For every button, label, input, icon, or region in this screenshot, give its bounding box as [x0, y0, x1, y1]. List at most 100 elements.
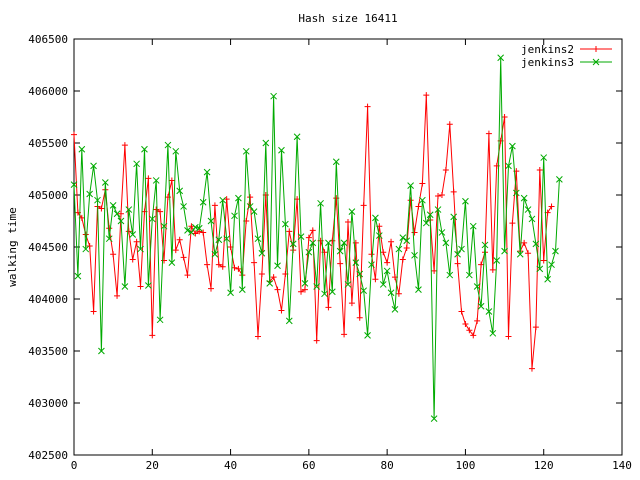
data-point [191, 223, 199, 231]
data-point [341, 331, 348, 338]
data-point [368, 261, 375, 269]
data-point [360, 202, 367, 209]
data-point [458, 308, 465, 315]
data-point [328, 288, 336, 296]
data-point [215, 261, 222, 268]
data-point [133, 160, 140, 168]
y-axis-label: walking time [6, 207, 19, 286]
data-point [411, 229, 418, 236]
data-point [438, 192, 445, 198]
data-point [419, 180, 426, 187]
x-tick-label: 120 [534, 459, 554, 472]
data-point [160, 222, 168, 230]
data-point [446, 121, 453, 128]
data-point [419, 196, 426, 204]
data-point [399, 234, 407, 241]
data-point [313, 337, 320, 344]
data-point [137, 283, 144, 290]
data-point [415, 203, 422, 210]
data-point [125, 206, 133, 213]
data-point [423, 92, 430, 99]
data-point [364, 332, 371, 339]
data-point [207, 217, 215, 225]
x-tick-label: 40 [224, 459, 237, 472]
y-tick-label: 402500 [28, 449, 68, 462]
data-point [208, 285, 214, 292]
data-point [380, 249, 387, 256]
data-point [388, 238, 395, 245]
data-point [188, 223, 195, 230]
data-point [403, 245, 410, 252]
data-point [336, 247, 344, 255]
data-point [516, 250, 524, 258]
data-point [262, 139, 270, 147]
data-point [106, 225, 113, 232]
data-point [474, 317, 481, 324]
data-point [309, 227, 316, 234]
data-point [395, 245, 403, 253]
data-point [258, 249, 266, 257]
data-point [231, 264, 238, 271]
x-tick-label: 20 [146, 459, 159, 472]
data-point [458, 245, 465, 253]
data-point [592, 58, 600, 66]
plot-frame [73, 38, 623, 456]
data-point [211, 250, 219, 258]
data-point [114, 292, 121, 299]
legend-label: jenkins3 [521, 56, 574, 69]
data-point [364, 103, 371, 110]
data-point [251, 259, 258, 266]
data-point [379, 281, 387, 288]
data-point [238, 286, 246, 293]
data-point [325, 239, 332, 247]
data-point [450, 213, 458, 221]
data-point [74, 272, 82, 280]
data-point [552, 247, 559, 255]
data-point [219, 196, 227, 204]
data-point [105, 235, 113, 243]
data-point [141, 145, 148, 153]
data-point [86, 242, 93, 249]
data-point [168, 259, 176, 266]
data-point [254, 235, 262, 243]
data-point [117, 217, 125, 225]
data-point [462, 197, 469, 205]
y-tick-label: 405000 [28, 189, 68, 202]
data-point [348, 300, 355, 307]
x-tick-label: 140 [612, 459, 632, 472]
data-point [403, 237, 411, 245]
data-point [450, 188, 457, 195]
data-point [462, 320, 469, 327]
data-point [521, 239, 528, 246]
data-point [313, 283, 321, 290]
data-point [86, 190, 94, 198]
series-jenkins2 [71, 92, 555, 372]
data-point [156, 316, 164, 324]
data-point [258, 271, 265, 278]
data-point [505, 333, 512, 340]
data-point [192, 230, 199, 237]
data-point [270, 274, 277, 281]
data-point [309, 239, 317, 247]
data-point [204, 261, 211, 268]
y-tick-label: 403000 [28, 397, 68, 410]
data-point [199, 198, 207, 206]
data-point [489, 329, 497, 337]
data-point [493, 257, 501, 264]
data-point [298, 288, 305, 295]
y-tick-label: 404000 [28, 293, 68, 306]
data-point [266, 280, 274, 287]
data-point [282, 220, 289, 228]
data-point [117, 210, 124, 217]
data-point [352, 259, 360, 266]
data-point [235, 265, 242, 272]
data-point [415, 286, 422, 293]
data-point [501, 247, 508, 255]
data-point [345, 219, 351, 226]
data-point [509, 142, 516, 150]
data-point [360, 287, 368, 295]
y-tick-label: 405500 [28, 137, 68, 150]
data-point [278, 307, 285, 314]
x-tick-label: 0 [71, 459, 78, 472]
